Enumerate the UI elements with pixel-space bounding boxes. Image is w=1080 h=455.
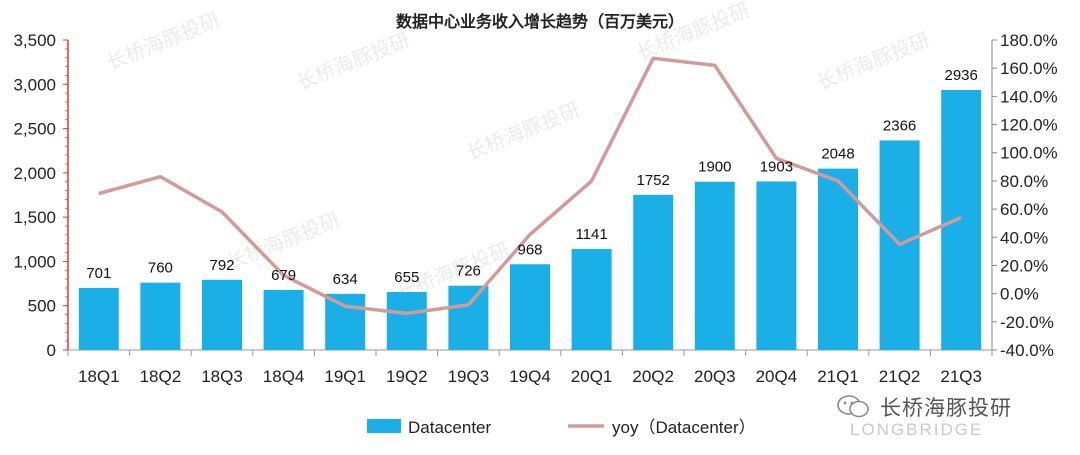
x-tick-label: 19Q1 <box>324 367 366 386</box>
brand-name: 长桥海豚投研 <box>880 396 1012 420</box>
watermark-text: 长桥海豚投研 <box>103 8 223 74</box>
right-tick-label: -20.0% <box>1000 313 1054 332</box>
bar-value-label: 655 <box>394 269 419 286</box>
x-tick-label: 19Q2 <box>386 367 428 386</box>
bar-value-label: 634 <box>333 271 358 288</box>
right-tick-label: 20.0% <box>1000 256 1048 275</box>
x-tick-label: 20Q3 <box>694 367 736 386</box>
legend: Datacenter yoy（Datacenter） <box>367 418 756 437</box>
bar-value-label: 2048 <box>821 146 854 163</box>
left-tick-label: 1,500 <box>13 208 56 227</box>
bar <box>633 194 674 350</box>
bar-value-label: 2366 <box>883 117 916 134</box>
left-tick-label: 3,000 <box>13 75 56 94</box>
bar-value-label: 968 <box>517 241 542 258</box>
right-tick-label: 180.0% <box>1000 31 1058 50</box>
bar <box>263 289 304 350</box>
watermark-text: 长桥海豚投研 <box>223 208 343 274</box>
watermark-text: 长桥海豚投研 <box>463 98 583 164</box>
bar <box>140 282 181 350</box>
left-tick-label: 500 <box>28 297 56 316</box>
legend-label-datacenter: Datacenter <box>408 418 491 437</box>
bar-value-label: 2936 <box>945 67 978 84</box>
yoy-series-line <box>98 56 962 316</box>
right-tick-label: -40.0% <box>1000 341 1054 360</box>
bar <box>818 168 858 350</box>
x-tick-label: 18Q3 <box>201 367 243 386</box>
watermark-text: 长桥海豚投研 <box>813 28 933 94</box>
bar <box>756 181 797 350</box>
bar-value-label: 679 <box>271 267 296 284</box>
bar <box>510 264 550 350</box>
chart-title: 数据中心业务收入增长趋势（百万美元） <box>396 12 684 31</box>
left-tick-label: 0 <box>47 341 56 360</box>
watermark-text: 长桥海豚投研 <box>633 0 753 65</box>
bar <box>202 279 242 350</box>
bar <box>325 293 366 350</box>
bar-value-label: 760 <box>148 260 173 277</box>
right-tick-label: 100.0% <box>1000 144 1058 163</box>
chat-bubble-icon <box>837 395 869 418</box>
bar <box>941 89 982 350</box>
legend-label-yoy: yoy（Datacenter） <box>612 418 756 437</box>
left-tick-label: 1,000 <box>13 252 56 271</box>
right-tick-label: 40.0% <box>1000 228 1048 247</box>
legend-swatch-datacenter <box>367 419 401 433</box>
bar-value-label: 1752 <box>637 172 670 189</box>
bar-value-label: 1141 <box>575 226 607 243</box>
right-tick-label: 0.0% <box>1000 285 1039 304</box>
bar-value-label: 701 <box>86 265 111 282</box>
left-tick-label: 3,500 <box>13 31 56 50</box>
x-tick-label: 20Q4 <box>756 367 798 386</box>
right-tick-label: 160.0% <box>1000 59 1058 78</box>
brand-subtitle: LONGBRIDGE <box>850 420 984 439</box>
bar-value-label: 792 <box>209 257 234 274</box>
bar <box>386 291 427 350</box>
axes-layer: 0 500 1,000 1,500 2,000 2,500 3,000 3,500 -40.0%… <box>13 31 1057 386</box>
left-tick-label: 2,500 <box>13 120 56 139</box>
x-tick-label: 20Q2 <box>632 367 674 386</box>
x-tick-label: 18Q1 <box>78 367 120 386</box>
x-tick-label: 19Q3 <box>448 367 490 386</box>
bars-layer <box>78 89 982 350</box>
bar <box>448 285 489 350</box>
bar-value-label: 1903 <box>760 158 793 175</box>
yoy-line-layer <box>98 56 962 316</box>
x-tick-label: 18Q4 <box>263 367 305 386</box>
x-tick-label: 21Q3 <box>940 367 982 386</box>
bar <box>78 287 119 350</box>
bar-value-label: 1900 <box>698 159 731 176</box>
bar <box>571 248 612 350</box>
right-tick-label: 80.0% <box>1000 172 1048 191</box>
x-tick-label: 20Q1 <box>571 367 613 386</box>
x-tick-label: 18Q2 <box>140 367 182 386</box>
x-tick-label: 21Q1 <box>817 367 859 386</box>
bar-labels-layer: 701 760 792 679 634 655 726 968 1141 1752 1900 1903… <box>86 67 978 288</box>
bar <box>694 181 735 350</box>
x-tick-label: 21Q2 <box>879 367 921 386</box>
x-tick-label: 19Q4 <box>509 367 551 386</box>
watermark-text: 长桥海豚投研 <box>293 28 413 94</box>
bar-value-label: 726 <box>456 263 481 280</box>
left-tick-label: 2,000 <box>13 164 56 183</box>
right-tick-label: 140.0% <box>1000 87 1058 106</box>
right-tick-label: 60.0% <box>1000 200 1048 219</box>
brand-block: 长桥海豚投研 LONGBRIDGE <box>836 392 1072 442</box>
right-tick-label: 120.0% <box>1000 116 1058 135</box>
